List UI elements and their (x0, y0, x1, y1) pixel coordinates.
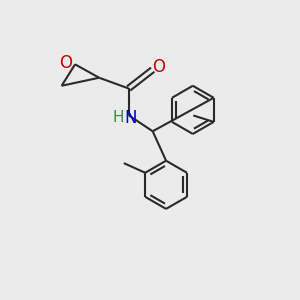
Text: H: H (112, 110, 124, 125)
Text: O: O (153, 58, 166, 76)
Text: N: N (124, 109, 136, 127)
Text: O: O (59, 54, 72, 72)
